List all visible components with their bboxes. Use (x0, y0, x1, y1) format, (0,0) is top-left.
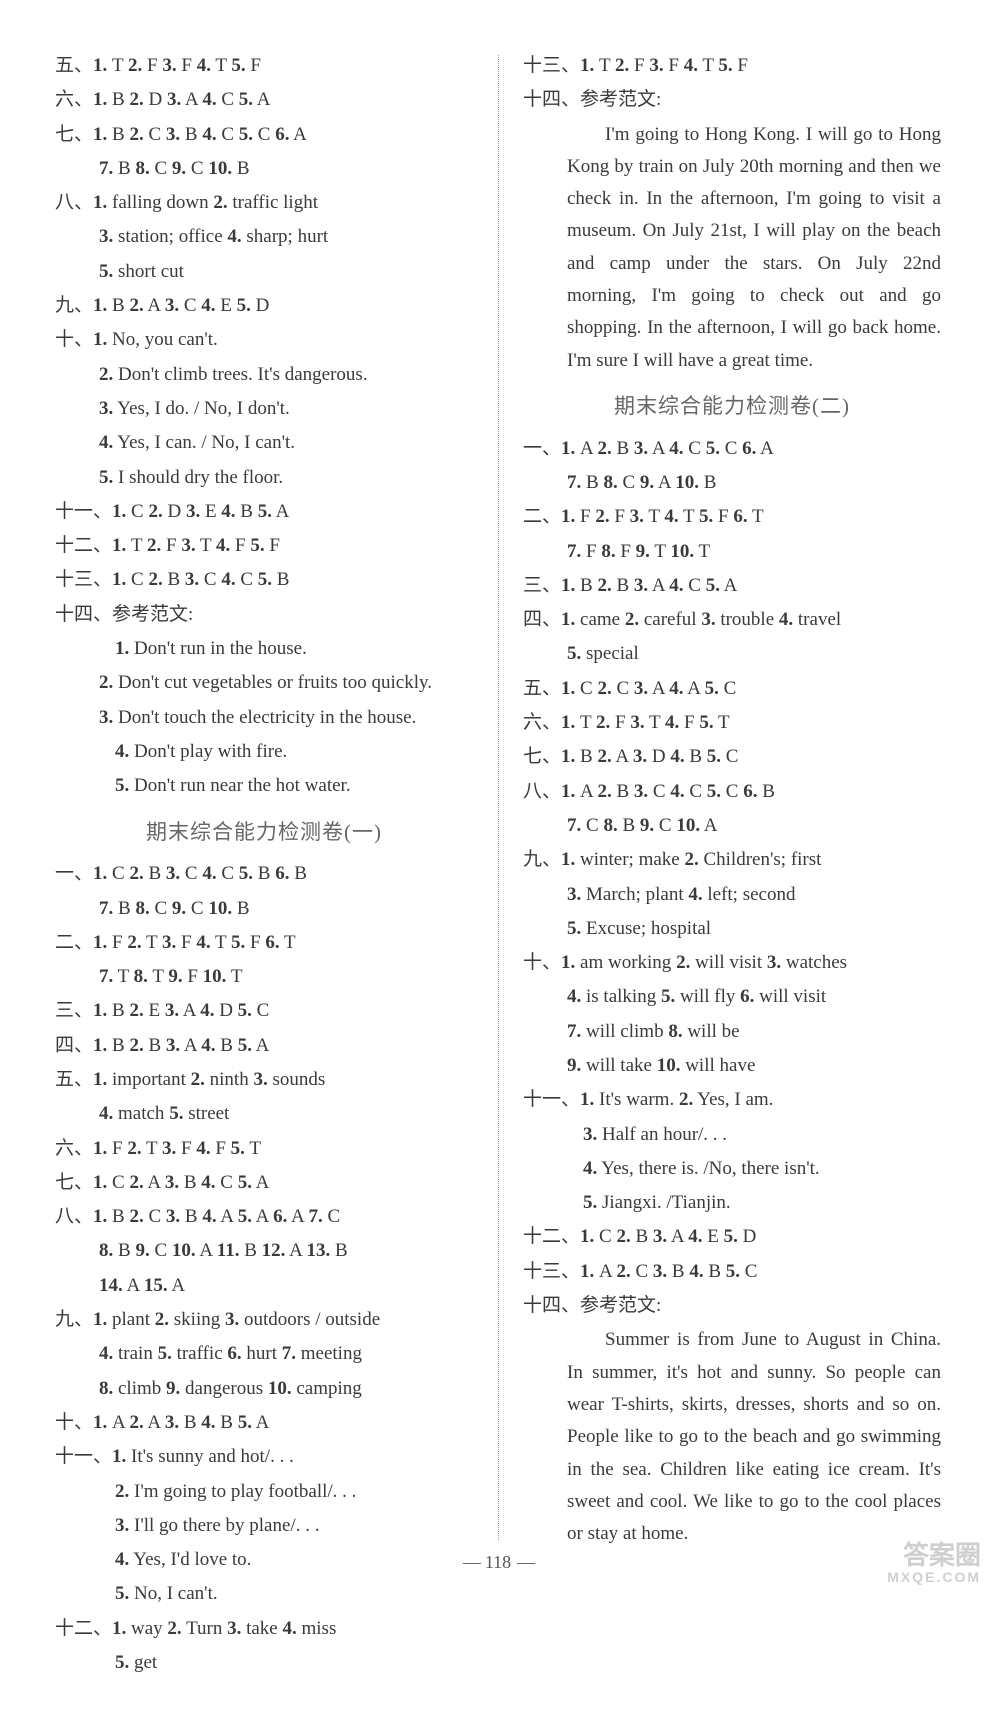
answer-line: 一、1. A 2. B 3. A 4. C 5. C 6. A (523, 433, 941, 465)
answer-line: 4. match 5. street (55, 1098, 473, 1130)
answer-line: 八、1. A 2. B 3. C 4. C 5. C 6. B (523, 776, 941, 808)
answer-line: 十二、1. C 2. B 3. A 4. E 5. D (523, 1221, 941, 1253)
answer-line: 十一、1. It's sunny and hot/. . . (55, 1441, 473, 1473)
answer-line: 5. short cut (55, 256, 473, 288)
answer-line: 二、1. F 2. T 3. F 4. T 5. F 6. T (55, 927, 473, 959)
answer-line: 7. F 8. F 9. T 10. T (523, 536, 941, 568)
answer-line: 十四、参考范文: (55, 599, 473, 631)
answer-line: 七、1. B 2. A 3. D 4. B 5. C (523, 741, 941, 773)
column-divider (498, 55, 499, 1540)
answer-line: 5. Don't run near the hot water. (55, 770, 473, 802)
answer-line: 十一、1. It's warm. 2. Yes, I am. (523, 1084, 941, 1116)
answer-line: 2. I'm going to play football/. . . (55, 1476, 473, 1508)
answer-line: 九、1. B 2. A 3. C 4. E 5. D (55, 290, 473, 322)
answer-line: 七、1. B 2. C 3. B 4. C 5. C 6. A (55, 119, 473, 151)
answer-line: 4. Don't play with fire. (55, 736, 473, 768)
answer-line: 八、1. B 2. C 3. B 4. A 5. A 6. A 7. C (55, 1201, 473, 1233)
answer-line: 5. special (523, 638, 941, 670)
answer-line: 2. Don't climb trees. It's dangerous. (55, 359, 473, 391)
answer-line: 六、1. F 2. T 3. F 4. F 5. T (55, 1133, 473, 1165)
answer-line: 1. Don't run in the house. (55, 633, 473, 665)
answer-line: 七、1. C 2. A 3. B 4. C 5. A (55, 1167, 473, 1199)
answer-line: 三、1. B 2. E 3. A 4. D 5. C (55, 995, 473, 1027)
answer-line: 十一、1. C 2. D 3. E 4. B 5. A (55, 496, 473, 528)
answer-line: 3. March; plant 4. left; second (523, 879, 941, 911)
answer-line: 四、1. came 2. careful 3. trouble 4. trave… (523, 604, 941, 636)
answer-line: 十、1. No, you can't. (55, 324, 473, 356)
watermark: 答案圈 MXQE.COM (887, 1541, 981, 1585)
answer-line: 十四、参考范文: (523, 84, 941, 116)
page-container: 五、1. T 2. F 3. F 4. T 5. F 六、1. B 2. D 3… (0, 0, 996, 1711)
answer-line: 5. Excuse; hospital (523, 913, 941, 945)
answer-line: 五、1. T 2. F 3. F 4. T 5. F (55, 50, 473, 82)
answer-line: 7. B 8. C 9. C 10. B (55, 153, 473, 185)
answer-line: 六、1. T 2. F 3. T 4. F 5. T (523, 707, 941, 739)
answer-line: 3. I'll go there by plane/. . . (55, 1510, 473, 1542)
watermark-sub: MXQE.COM (887, 1570, 981, 1585)
answer-line: 5. No, I can't. (55, 1578, 473, 1610)
answer-line: 十二、1. way 2. Turn 3. take 4. miss (55, 1613, 473, 1645)
answer-line: 九、1. winter; make 2. Children's; first (523, 844, 941, 876)
page-number: 118 (0, 1547, 996, 1578)
answer-line: 一、1. C 2. B 3. C 4. C 5. B 6. B (55, 858, 473, 890)
answer-line: 2. Don't cut vegetables or fruits too qu… (55, 667, 473, 699)
answer-line: 十三、1. C 2. B 3. C 4. C 5. B (55, 564, 473, 596)
section-title: 期末综合能力检测卷(一) (55, 815, 473, 851)
answer-line: 5. I should dry the floor. (55, 462, 473, 494)
answer-line: 7. will climb 8. will be (523, 1016, 941, 1048)
answer-line: 三、1. B 2. B 3. A 4. C 5. A (523, 570, 941, 602)
answer-line: 7. B 8. C 9. A 10. B (523, 467, 941, 499)
answer-line: 4. train 5. traffic 6. hurt 7. meeting (55, 1338, 473, 1370)
answer-line: 十、1. A 2. A 3. B 4. B 5. A (55, 1407, 473, 1439)
answer-line: 7. C 8. B 9. C 10. A (523, 810, 941, 842)
answer-line: 十二、1. T 2. F 3. T 4. F 5. F (55, 530, 473, 562)
right-column: 十三、1. T 2. F 3. F 4. T 5. F 十四、参考范文: I'm… (498, 50, 956, 1681)
answer-line: 4. is talking 5. will fly 6. will visit (523, 981, 941, 1013)
answer-line: 3. Yes, I do. / No, I don't. (55, 393, 473, 425)
answer-line: 8. climb 9. dangerous 10. camping (55, 1373, 473, 1405)
left-column: 五、1. T 2. F 3. F 4. T 5. F 六、1. B 2. D 3… (40, 50, 498, 1681)
answer-line: 3. Don't touch the electricity in the ho… (55, 702, 473, 734)
answer-line: 7. B 8. C 9. C 10. B (55, 893, 473, 925)
essay-paragraph: I'm going to Hong Kong. I will go to Hon… (523, 119, 941, 377)
answer-line: 5. get (55, 1647, 473, 1679)
answer-line: 二、1. F 2. F 3. T 4. T 5. F 6. T (523, 501, 941, 533)
answer-line: 8. B 9. C 10. A 11. B 12. A 13. B (55, 1235, 473, 1267)
answer-line: 十、1. am working 2. will visit 3. watches (523, 947, 941, 979)
answer-line: 六、1. B 2. D 3. A 4. C 5. A (55, 84, 473, 116)
answer-line: 五、1. important 2. ninth 3. sounds (55, 1064, 473, 1096)
answer-line: 9. will take 10. will have (523, 1050, 941, 1082)
answer-line: 7. T 8. T 9. F 10. T (55, 961, 473, 993)
essay-paragraph: Summer is from June to August in China. … (523, 1324, 941, 1550)
answer-line: 五、1. C 2. C 3. A 4. A 5. C (523, 673, 941, 705)
section-title: 期末综合能力检测卷(二) (523, 389, 941, 425)
answer-line: 四、1. B 2. B 3. A 4. B 5. A (55, 1030, 473, 1062)
answer-line: 14. A 15. A (55, 1270, 473, 1302)
answer-line: 3. station; office 4. sharp; hurt (55, 221, 473, 253)
answer-line: 5. Jiangxi. /Tianjin. (523, 1187, 941, 1219)
answer-line: 八、1. falling down 2. traffic light (55, 187, 473, 219)
watermark-main: 答案圈 (903, 1540, 981, 1570)
answer-line: 九、1. plant 2. skiing 3. outdoors / outsi… (55, 1304, 473, 1336)
answer-line: 十三、1. A 2. C 3. B 4. B 5. C (523, 1256, 941, 1288)
answer-line: 3. Half an hour/. . . (523, 1119, 941, 1151)
answer-line: 十四、参考范文: (523, 1290, 941, 1322)
answer-line: 十三、1. T 2. F 3. F 4. T 5. F (523, 50, 941, 82)
answer-line: 4. Yes, I can. / No, I can't. (55, 427, 473, 459)
answer-line: 4. Yes, there is. /No, there isn't. (523, 1153, 941, 1185)
